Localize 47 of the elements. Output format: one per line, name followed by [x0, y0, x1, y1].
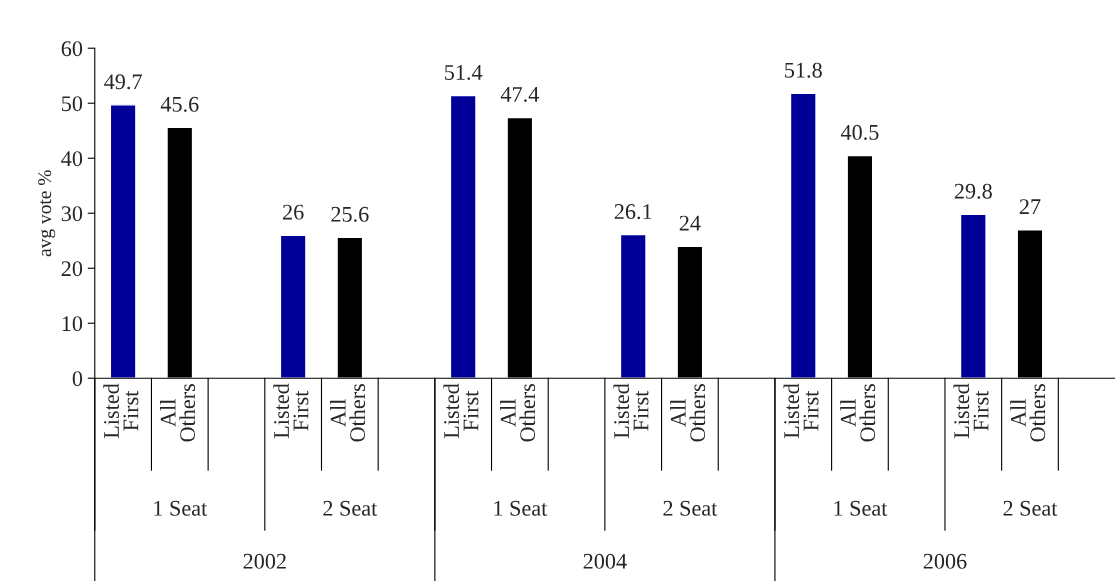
x-tick-label: Listed First	[273, 383, 309, 439]
y-tick-label: 0	[72, 371, 83, 387]
data-label: 51.8	[785, 62, 822, 78]
data-label: 27	[1019, 199, 1041, 214]
y-tick-label: 10	[62, 316, 83, 332]
data-label: 29.8	[954, 183, 992, 199]
data-label: 26.1	[614, 204, 652, 220]
x-tick-label: Listed First	[443, 383, 479, 439]
text: 2002	[243, 553, 286, 569]
x-tick-label: Listed First	[783, 383, 819, 439]
data-label: 24	[679, 215, 701, 231]
y-tick-label: 30	[61, 206, 83, 222]
y-tick-label: 60	[61, 41, 83, 57]
x-tick-label: Listed First	[613, 383, 649, 439]
bar	[279, 234, 307, 379]
bar	[789, 92, 817, 379]
text: 1 Seat	[154, 500, 208, 516]
text: 1 Seat	[834, 500, 888, 516]
text: 2006	[923, 553, 967, 569]
y-axis-title: avg vote %	[38, 170, 56, 257]
text: 2 Seat	[663, 500, 718, 516]
text: 1 Seat	[494, 500, 548, 516]
data-label: 49.7	[104, 74, 142, 90]
x-tick-label: All Others	[330, 384, 366, 442]
text: 2004	[583, 553, 627, 569]
x-tick-label: All Others	[670, 384, 706, 442]
bar	[959, 213, 987, 379]
x-tick-label: Listed First	[103, 383, 139, 439]
y-tick-label: 50	[62, 96, 83, 112]
x-tick-label: All Others	[160, 384, 196, 442]
data-label: 51.4	[445, 65, 483, 80]
data-label: 25.6	[331, 206, 369, 222]
y-tick-label: 40	[61, 151, 83, 167]
bar	[109, 104, 137, 379]
x-tick-label: All Others	[500, 384, 536, 442]
x-tick-label: Listed First	[953, 383, 989, 439]
data-label: 45.6	[160, 96, 199, 112]
data-label: 40.5	[840, 124, 879, 140]
x-tick-label: All Others	[840, 384, 876, 442]
data-label: 26	[283, 204, 304, 220]
y-tick-label: 20	[61, 261, 83, 277]
bar	[449, 94, 477, 379]
text: 2 Seat	[323, 500, 378, 516]
data-label: 47.4	[500, 87, 539, 102]
bar	[619, 233, 647, 379]
text: 2 Seat	[1003, 500, 1058, 516]
x-tick-label: All Others	[1010, 384, 1046, 442]
